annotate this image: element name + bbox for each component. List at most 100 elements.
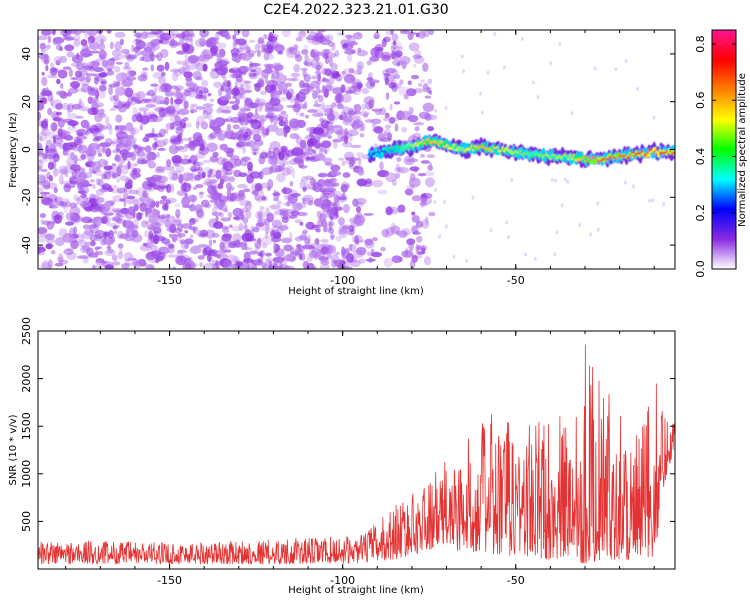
noise-blob: [293, 157, 298, 161]
noise-blob: [132, 218, 139, 229]
noise-blob: [385, 172, 397, 183]
noise-blob: [213, 39, 219, 45]
noise-blob: [240, 157, 245, 162]
snr-x-tick-label: -150: [157, 574, 182, 587]
noise-blob: [353, 111, 361, 115]
noise-blob: [164, 240, 170, 247]
noise-dot: [533, 256, 537, 261]
noise-blob: [416, 251, 426, 255]
noise-blob: [82, 257, 89, 264]
noise-blob: [421, 245, 426, 254]
noise-blob: [320, 215, 325, 224]
noise-blob: [401, 126, 407, 133]
noise-blob: [38, 131, 48, 142]
noise-blob: [48, 157, 54, 162]
noise-blob: [215, 31, 223, 35]
noise-blob: [111, 254, 118, 262]
noise-blob: [126, 224, 131, 228]
noise-blob: [38, 174, 47, 184]
spectrogram-x-axis-label: Height of straight line (km): [288, 286, 424, 297]
noise-blob: [184, 52, 188, 61]
noise-blob: [80, 119, 89, 129]
noise-blob: [116, 191, 123, 195]
noise-blob: [39, 97, 48, 105]
noise-blob: [324, 52, 337, 59]
noise-blob: [361, 103, 366, 111]
noise-blob: [132, 198, 140, 208]
noise-blob: [344, 113, 353, 118]
noise-blob: [131, 114, 138, 123]
noise-blob: [380, 246, 386, 252]
noise-blob: [317, 133, 327, 137]
noise-blob: [73, 38, 81, 47]
noise-blob: [250, 128, 260, 137]
noise-blob: [314, 51, 324, 57]
noise-blob: [313, 255, 319, 261]
noise-blob: [330, 102, 337, 109]
noise-blob: [185, 79, 194, 88]
noise-blob: [127, 195, 136, 200]
noise-blob: [272, 197, 279, 202]
noise-blob: [139, 115, 150, 125]
noise-blob: [95, 170, 104, 177]
noise-blob: [413, 122, 425, 126]
noise-blob: [67, 112, 78, 119]
noise-blob: [341, 225, 350, 230]
noise-blob: [181, 172, 194, 181]
noise-blob: [40, 30, 52, 36]
noise-blob: [175, 164, 185, 173]
noise-blob: [199, 41, 207, 46]
noise-blob: [345, 156, 351, 161]
noise-blob: [62, 149, 69, 156]
noise-blob: [265, 112, 275, 118]
noise-blob: [221, 157, 229, 168]
noise-blob: [290, 210, 300, 216]
noise-blob: [195, 151, 206, 159]
noise-blob: [315, 79, 323, 85]
noise-blob: [370, 118, 382, 125]
noise-blob: [373, 126, 384, 134]
noise-blob: [214, 42, 227, 49]
noise-blob: [385, 206, 393, 216]
noise-blob: [159, 32, 172, 41]
noise-blob: [187, 172, 198, 182]
noise-blob: [189, 154, 198, 165]
noise-blob: [288, 231, 293, 239]
noise-blob: [319, 117, 325, 123]
noise-blob: [104, 182, 109, 188]
noise-blob: [336, 32, 345, 36]
noise-blob: [327, 221, 335, 226]
noise-blob: [50, 99, 63, 109]
noise-blob: [183, 90, 192, 97]
noise-blob: [308, 31, 317, 40]
noise-blob: [363, 212, 374, 216]
noise-blob: [212, 259, 218, 267]
noise-blob: [309, 177, 316, 186]
noise-blob: [40, 262, 52, 269]
noise-blob: [409, 166, 420, 172]
noise-blob: [250, 265, 257, 269]
noise-blob: [38, 227, 48, 235]
noise-blob: [206, 112, 212, 121]
noise-blob: [241, 30, 250, 38]
noise-blob: [385, 92, 390, 100]
noise-blob: [70, 62, 80, 67]
noise-blob: [96, 74, 100, 82]
noise-blob: [38, 159, 44, 170]
noise-blob: [78, 98, 83, 105]
noise-blob: [135, 113, 143, 123]
noise-blob: [420, 192, 433, 199]
noise-blob: [323, 190, 336, 198]
noise-blob: [403, 93, 409, 100]
noise-blob: [354, 235, 359, 245]
noise-blob: [161, 71, 166, 77]
noise-blob: [49, 66, 58, 76]
noise-blob: [150, 64, 154, 72]
noise-blob: [85, 131, 90, 136]
noise-blob: [280, 237, 293, 244]
noise-blob: [132, 30, 138, 37]
noise-blob: [298, 248, 303, 252]
noise-blob: [258, 114, 267, 123]
noise-blob: [172, 266, 176, 269]
noise-blob: [52, 220, 56, 225]
